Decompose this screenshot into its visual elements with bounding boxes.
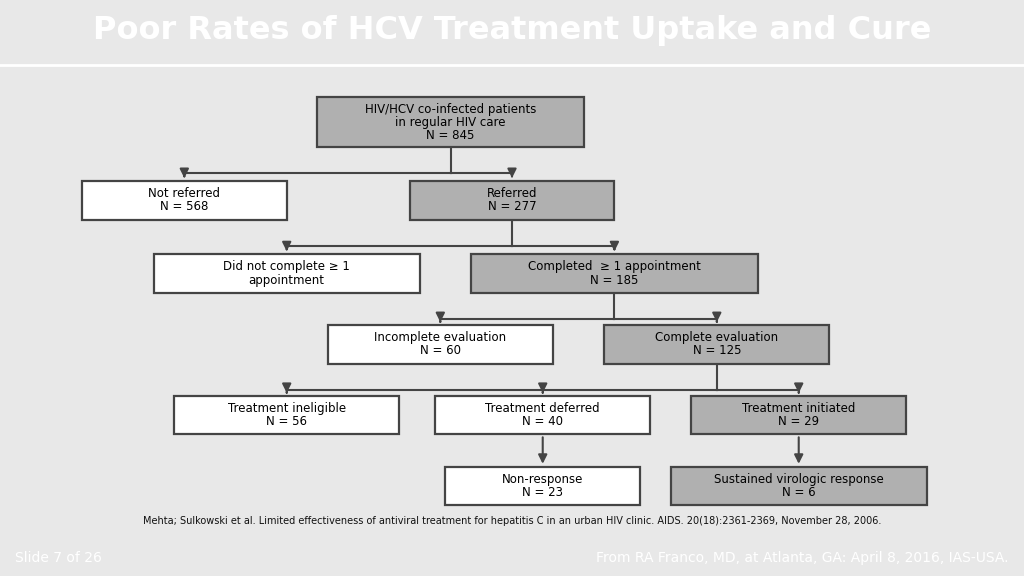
Text: N = 6: N = 6 <box>782 486 815 499</box>
Text: Referred: Referred <box>486 187 538 200</box>
Text: Mehta; Sulkowski et al. Limited effectiveness of antiviral treatment for hepatit: Mehta; Sulkowski et al. Limited effectiv… <box>142 517 882 526</box>
FancyBboxPatch shape <box>174 396 399 434</box>
Text: Incomplete evaluation: Incomplete evaluation <box>374 331 507 344</box>
Text: Non-response: Non-response <box>502 473 584 486</box>
FancyBboxPatch shape <box>82 181 287 219</box>
Text: Poor Rates of HCV Treatment Uptake and Cure: Poor Rates of HCV Treatment Uptake and C… <box>93 15 931 46</box>
FancyBboxPatch shape <box>445 467 640 505</box>
FancyBboxPatch shape <box>317 97 584 147</box>
FancyBboxPatch shape <box>435 396 650 434</box>
Text: N = 29: N = 29 <box>778 415 819 428</box>
Text: Sustained virologic response: Sustained virologic response <box>714 473 884 486</box>
Text: N = 40: N = 40 <box>522 415 563 428</box>
FancyBboxPatch shape <box>154 254 420 293</box>
Text: N = 56: N = 56 <box>266 415 307 428</box>
Text: appointment: appointment <box>249 274 325 286</box>
Text: N = 845: N = 845 <box>426 129 475 142</box>
Text: Slide 7 of 26: Slide 7 of 26 <box>15 551 102 565</box>
Text: N = 568: N = 568 <box>160 200 209 213</box>
Text: N = 23: N = 23 <box>522 486 563 499</box>
Text: Treatment deferred: Treatment deferred <box>485 402 600 415</box>
Text: Treatment ineligible: Treatment ineligible <box>227 402 346 415</box>
Text: Completed  ≥ 1 appointment: Completed ≥ 1 appointment <box>528 260 700 274</box>
Text: N = 125: N = 125 <box>692 344 741 357</box>
Text: N = 60: N = 60 <box>420 344 461 357</box>
Text: in regular HIV care: in regular HIV care <box>395 116 506 129</box>
FancyBboxPatch shape <box>691 396 906 434</box>
FancyBboxPatch shape <box>410 181 614 219</box>
Text: From RA Franco, MD, at Atlanta, GA: April 8, 2016, IAS-USA.: From RA Franco, MD, at Atlanta, GA: Apri… <box>596 551 1009 565</box>
Text: HIV/HCV co-infected patients: HIV/HCV co-infected patients <box>365 103 537 116</box>
Text: Not referred: Not referred <box>148 187 220 200</box>
Text: Treatment initiated: Treatment initiated <box>742 402 855 415</box>
FancyBboxPatch shape <box>604 325 829 363</box>
Text: Did not complete ≥ 1: Did not complete ≥ 1 <box>223 260 350 274</box>
FancyBboxPatch shape <box>328 325 553 363</box>
FancyBboxPatch shape <box>471 254 758 293</box>
Text: Complete evaluation: Complete evaluation <box>655 331 778 344</box>
Text: N = 277: N = 277 <box>487 200 537 213</box>
FancyBboxPatch shape <box>671 467 927 505</box>
Text: N = 185: N = 185 <box>590 274 639 286</box>
